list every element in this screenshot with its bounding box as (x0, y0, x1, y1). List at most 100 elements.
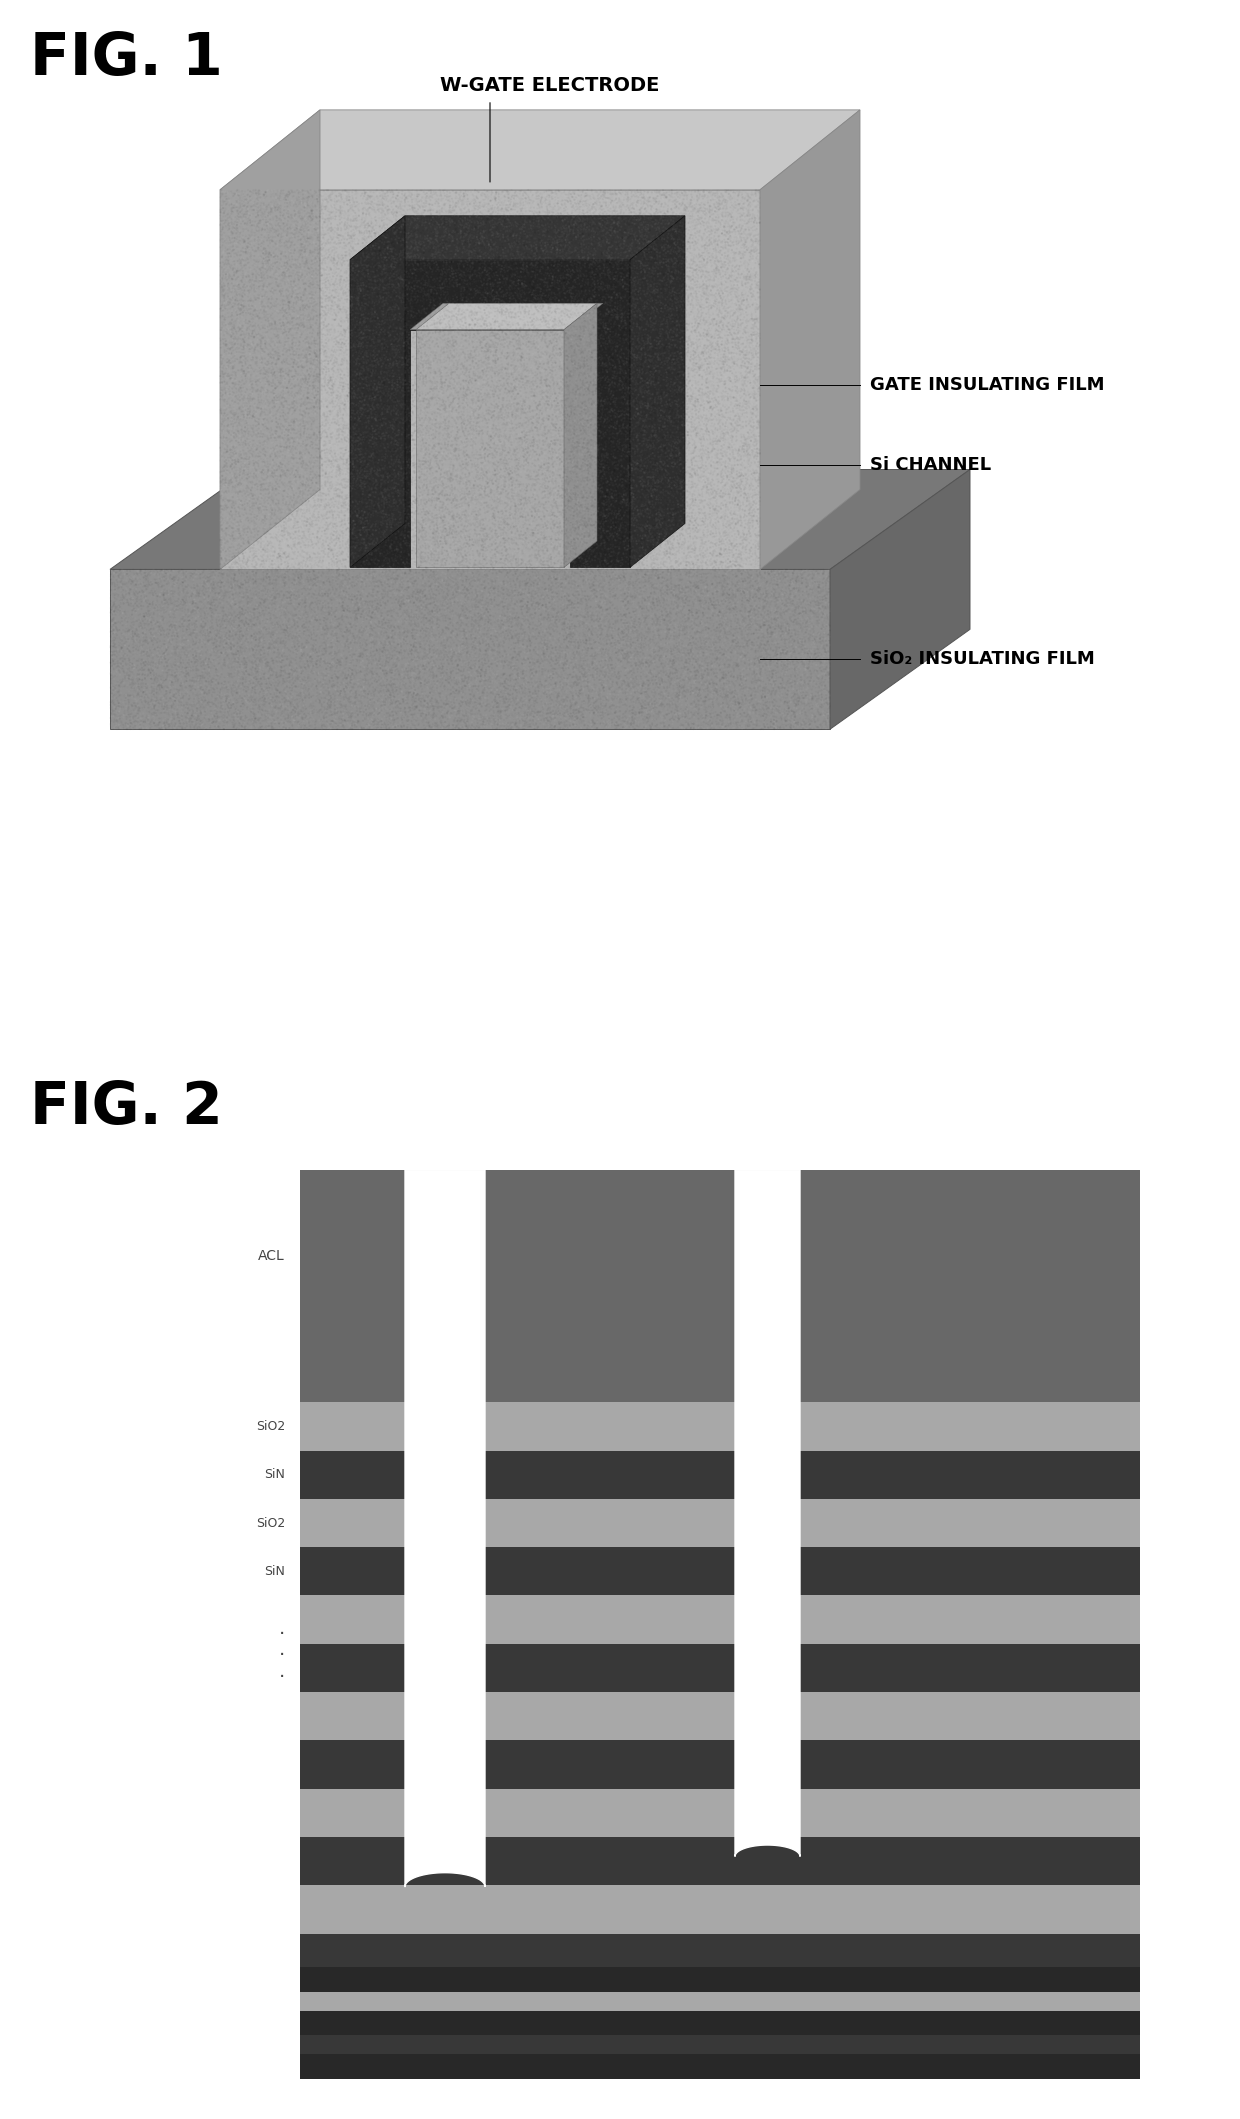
Point (569, 284, 589, 318)
Point (502, 636, 522, 670)
Point (363, 377, 383, 411)
Point (505, 189, 525, 222)
Point (532, 403, 552, 437)
Point (279, 492, 299, 526)
Point (528, 381, 548, 415)
Point (399, 261, 419, 295)
Point (686, 659, 706, 693)
Point (314, 305, 334, 339)
Point (263, 449, 283, 483)
Point (378, 295, 398, 328)
Point (693, 530, 713, 564)
Point (801, 640, 821, 674)
Point (539, 275, 559, 309)
Point (786, 606, 806, 640)
Point (304, 494, 324, 528)
Point (248, 267, 268, 301)
Point (589, 182, 609, 216)
Point (191, 557, 211, 591)
Point (601, 496, 621, 530)
Point (568, 377, 588, 411)
Point (616, 568, 636, 602)
Point (707, 634, 727, 667)
Point (465, 479, 485, 513)
Point (439, 390, 459, 424)
Point (259, 648, 279, 682)
Point (560, 443, 580, 477)
Point (684, 206, 704, 239)
Point (170, 644, 190, 678)
Point (720, 222, 740, 256)
Point (513, 246, 533, 280)
Point (264, 706, 284, 740)
Point (696, 578, 715, 612)
Point (311, 362, 331, 396)
Point (412, 356, 432, 390)
Point (269, 337, 289, 371)
Point (441, 348, 461, 381)
Point (227, 430, 247, 464)
Point (760, 559, 780, 593)
Point (668, 335, 688, 369)
Point (728, 585, 748, 619)
Point (272, 212, 291, 246)
Point (647, 528, 667, 562)
Point (684, 331, 704, 364)
Point (529, 191, 549, 225)
Point (503, 328, 523, 362)
Point (791, 621, 811, 655)
Point (510, 261, 529, 295)
Point (496, 691, 516, 725)
Point (223, 216, 243, 250)
Point (342, 379, 362, 413)
Point (445, 642, 465, 676)
Point (727, 627, 746, 661)
Point (222, 235, 242, 269)
Point (330, 636, 350, 670)
Point (724, 532, 744, 566)
Point (644, 386, 663, 420)
Point (763, 619, 782, 653)
Point (480, 390, 500, 424)
Point (381, 248, 401, 282)
Point (816, 562, 836, 595)
Point (260, 661, 280, 695)
Point (556, 631, 575, 665)
Point (126, 627, 146, 661)
Point (513, 489, 533, 523)
Point (720, 267, 740, 301)
Point (715, 297, 735, 331)
Point (232, 420, 252, 453)
Point (546, 517, 565, 551)
Point (688, 384, 708, 417)
Point (706, 333, 725, 367)
Point (546, 606, 565, 640)
Point (374, 697, 394, 731)
Point (562, 273, 582, 307)
Point (441, 636, 461, 670)
Point (749, 663, 769, 697)
Point (404, 481, 424, 515)
Point (600, 254, 620, 288)
Point (419, 706, 439, 740)
Point (167, 585, 187, 619)
Point (564, 470, 584, 504)
Point (580, 231, 600, 265)
Point (560, 301, 580, 335)
Point (258, 659, 278, 693)
Point (480, 381, 500, 415)
Point (557, 657, 577, 691)
Point (552, 420, 572, 453)
Point (558, 345, 578, 379)
Point (510, 400, 529, 434)
Point (646, 534, 666, 568)
Point (449, 390, 469, 424)
Point (599, 248, 619, 282)
Point (443, 640, 463, 674)
Point (467, 354, 487, 388)
Point (248, 447, 268, 481)
Point (146, 589, 166, 623)
Point (693, 267, 713, 301)
Point (490, 377, 510, 411)
Point (334, 593, 353, 627)
